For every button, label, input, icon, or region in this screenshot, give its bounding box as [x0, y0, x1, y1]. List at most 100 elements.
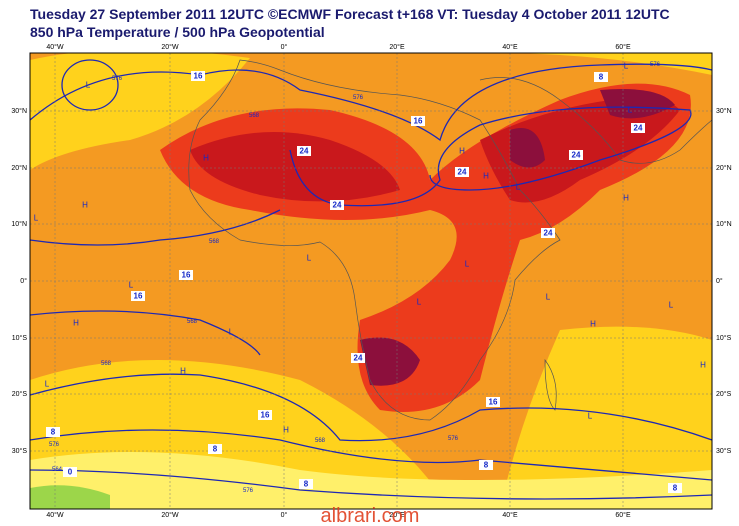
lat-label: 30°S	[716, 447, 732, 455]
lat-label: 10°N	[11, 220, 27, 228]
lon-label: 40°E	[502, 43, 518, 51]
contour-label: 24	[354, 354, 363, 363]
lon-label: 0°	[281, 43, 288, 51]
contour-label-box	[668, 483, 682, 493]
contour-label: 24	[300, 147, 309, 156]
subtitle-line: 850 hPa Temperature / 500 hPa Geopotenti…	[30, 24, 325, 40]
contour-label-box	[455, 167, 469, 177]
pressure-center: H	[180, 367, 186, 376]
lat-label: 0°	[20, 277, 27, 285]
contour-label: 16	[194, 72, 203, 81]
pressure-center: L	[546, 293, 551, 302]
contour-label: 8	[213, 445, 218, 454]
geopotential-label: 568	[209, 239, 220, 245]
geopotential-label: 564	[52, 467, 63, 473]
lon-label: 20°E	[389, 43, 405, 51]
geopotential-label: 576	[650, 62, 661, 68]
lat-label: 30°S	[12, 447, 28, 455]
contour-label-box	[479, 460, 493, 470]
contour-label-box	[46, 427, 60, 437]
contour-label: 16	[134, 292, 143, 301]
geopotential-contours	[29, 59, 713, 500]
pressure-center: H	[283, 426, 289, 435]
pressure-center: H	[700, 361, 706, 370]
geopotential-label: 568	[315, 438, 326, 444]
contour-label-box	[569, 150, 583, 160]
temperature-field	[30, 53, 712, 509]
pressure-center: L	[86, 81, 91, 90]
pressure-center: H	[623, 194, 629, 203]
lon-label: 0°	[281, 511, 288, 519]
lat-label: 20°S	[12, 390, 28, 398]
contour-label-box	[63, 467, 77, 477]
watermark: albrari.com	[321, 505, 420, 526]
contour-label-box	[258, 410, 272, 420]
lon-label: 20°W	[161, 511, 179, 519]
pressure-center: L	[588, 412, 593, 421]
lon-label: 60°E	[615, 43, 631, 51]
lon-label: 60°E	[615, 511, 631, 519]
lon-label: 40°W	[46, 43, 64, 51]
lat-label: 30°N	[11, 107, 27, 115]
contour-label-box	[299, 479, 313, 489]
contour-label: 16	[261, 411, 270, 420]
geopotential-label: 576	[112, 76, 123, 82]
lon-label: 40°E	[502, 511, 518, 519]
title-line: Tuesday 27 September 2011 12UTC ©ECMWF F…	[30, 6, 670, 22]
pressure-center: L	[417, 298, 422, 307]
lon-label: 40°W	[46, 511, 64, 519]
lon-label: 20°E	[389, 511, 405, 519]
geopotential-label: 576	[49, 442, 60, 448]
contour-label: 24	[544, 229, 553, 238]
pressure-center: H	[459, 147, 465, 156]
contour-label-box	[541, 228, 555, 238]
contour-label: 8	[304, 480, 309, 489]
contour-label: 24	[458, 168, 467, 177]
pressure-center: L	[669, 301, 674, 310]
geopotential-label: 568	[187, 319, 198, 325]
contour-label-box	[411, 116, 425, 126]
contour-label: 24	[572, 151, 581, 160]
contour-label: 8	[673, 484, 678, 493]
contour-label: 16	[489, 398, 498, 407]
contour-label: 16	[182, 271, 191, 280]
pressure-center: L	[624, 62, 629, 71]
lat-label: 10°N	[716, 220, 732, 228]
pressure-center: L	[307, 254, 312, 263]
geopotential-label: 576	[448, 436, 459, 442]
contour-label: 8	[599, 73, 604, 82]
coastlines	[188, 59, 713, 421]
contour-label-box	[330, 200, 344, 210]
pressure-center: L	[628, 106, 633, 115]
contour-label: 16	[414, 117, 423, 126]
pressure-center: L	[34, 214, 39, 223]
contour-label-box	[191, 71, 205, 81]
contour-label-box	[208, 444, 222, 454]
pressure-center: L	[229, 328, 234, 337]
contour-label-box	[351, 353, 365, 363]
geopotential-label: 576	[243, 488, 254, 494]
map-frame	[29, 52, 713, 510]
contour-label-box	[297, 146, 311, 156]
geopotential-label: 568	[101, 361, 112, 367]
geopotential-label: 568	[249, 113, 260, 119]
contour-label-box	[179, 270, 193, 280]
lat-label: 10°S	[716, 334, 732, 342]
contour-label: 24	[333, 201, 342, 210]
contour-label-box	[631, 123, 645, 133]
pressure-center: L	[516, 183, 521, 192]
lat-label: 20°N	[11, 164, 27, 172]
pressure-center: L	[45, 380, 50, 389]
contour-label: 8	[51, 428, 56, 437]
contour-label-box	[594, 72, 608, 82]
lat-label: 10°S	[12, 334, 28, 342]
pressure-center: H	[590, 320, 596, 329]
lat-label: 20°S	[716, 390, 732, 398]
pressure-center: H	[203, 154, 209, 163]
contour-label: 0	[68, 468, 73, 477]
contour-label: 24	[634, 124, 643, 133]
pressure-center: L	[129, 281, 134, 290]
lat-label: 20°N	[716, 164, 732, 172]
